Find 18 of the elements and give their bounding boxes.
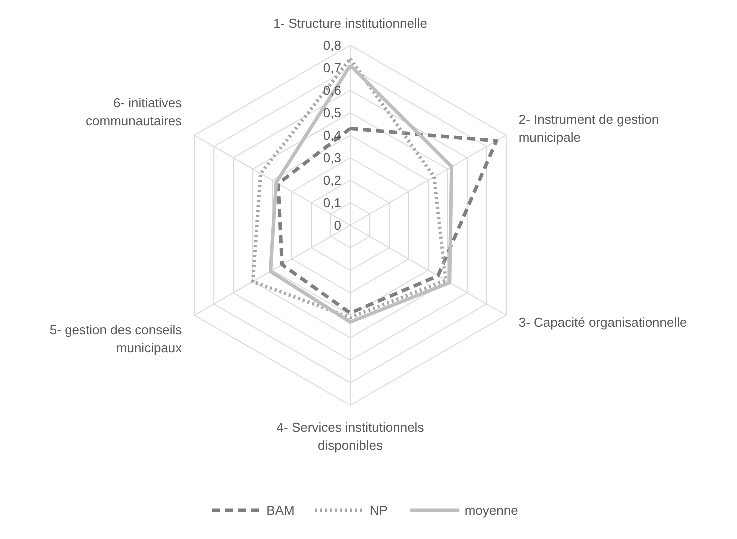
legend-label: BAM xyxy=(266,502,295,518)
legend-label: NP xyxy=(370,502,389,518)
legend-label: moyenne xyxy=(464,502,518,518)
y-tick-label: 0,4 xyxy=(323,128,342,143)
spoke-label: 4- Services institutionnels disponibles xyxy=(276,420,425,453)
spoke-label: 1- Structure institutionnelle xyxy=(274,16,428,32)
spoke-label: 6- initiatives communautaires xyxy=(86,95,183,128)
spoke-label: 3- Capacité organisationnelle xyxy=(518,315,688,330)
y-tick-label: 0,5 xyxy=(323,106,342,120)
y-tick-label: 0,3 xyxy=(323,150,342,166)
y-tick-label: 0,8 xyxy=(323,38,342,53)
spoke-label: 5- gestion des conseils municipaux xyxy=(50,322,183,356)
y-tick-label: 0 xyxy=(334,218,342,233)
y-tick-label: 0,2 xyxy=(323,173,342,188)
y-tick-label: 0,6 xyxy=(323,83,342,98)
spoke-label: 2- Instrument de gestion municipale xyxy=(518,112,660,145)
y-tick-label: 0,7 xyxy=(323,60,342,76)
y-tick-label: 0,1 xyxy=(323,196,342,210)
